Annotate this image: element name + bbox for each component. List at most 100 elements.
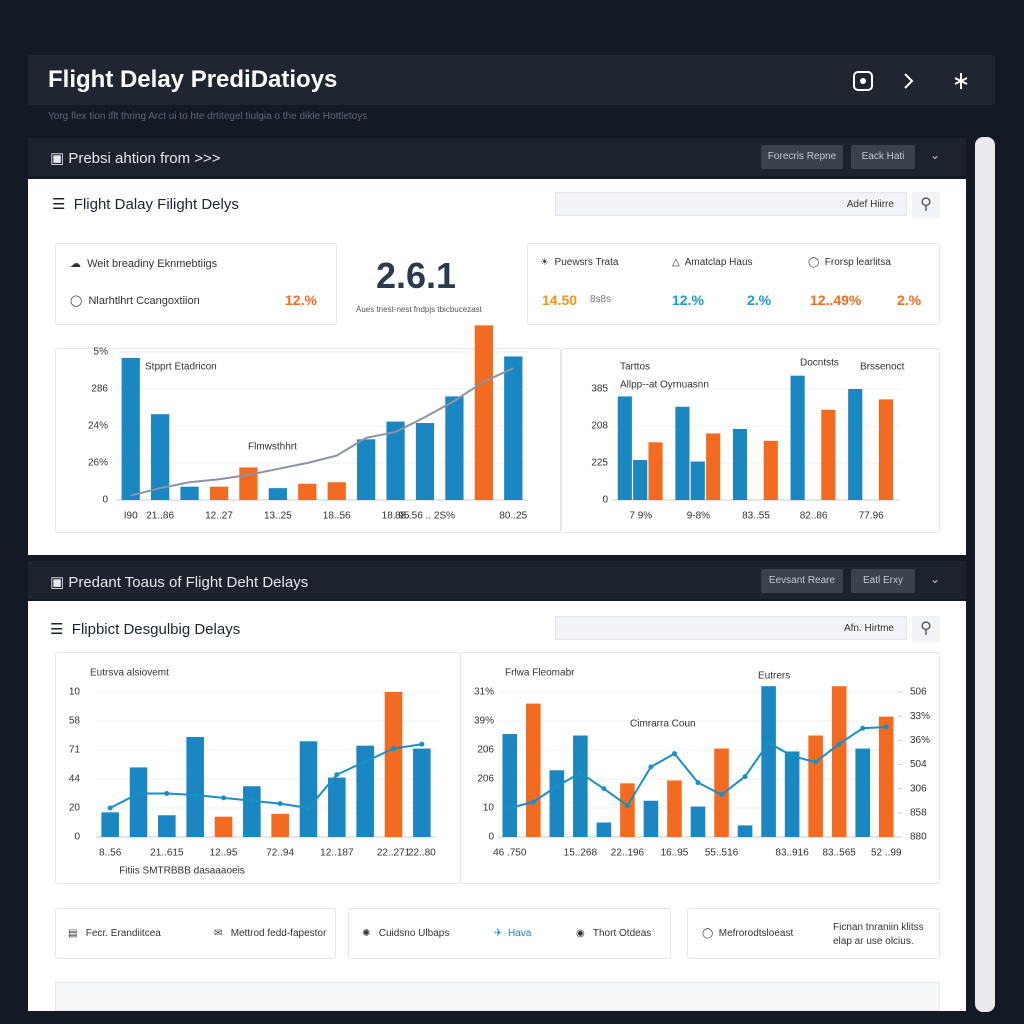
search-box[interactable]: Adef Hiirre — [555, 192, 907, 216]
y2-tick-label: 880 — [910, 832, 927, 843]
bar — [620, 783, 635, 837]
y-tick-label: 225 — [591, 458, 608, 469]
bar — [445, 396, 464, 500]
y-tick-label: 20 — [69, 803, 81, 814]
kpi-card — [527, 243, 940, 325]
kpi-card — [55, 243, 337, 325]
search-icon[interactable]: ⚲ — [912, 192, 940, 218]
bar — [737, 825, 753, 837]
button[interactable]: Eevsant Reare — [761, 569, 843, 593]
annotation: Frlwa Fleomabr — [505, 668, 575, 679]
header-bar — [28, 55, 995, 105]
bar — [357, 439, 376, 500]
card-text-item: Mefrorodtsloeast — [718, 928, 794, 939]
section-title: ▣ Predant Toaus of Flight Deht Delays — [50, 574, 309, 591]
search-icon[interactable]: ⚲ — [912, 616, 940, 642]
scrollbar[interactable] — [975, 137, 995, 1012]
line-marker — [742, 774, 748, 780]
card-text: ✉ Mettrod fedd-fapestor — [214, 928, 327, 939]
bar — [675, 406, 690, 500]
line-marker — [648, 764, 654, 770]
bar — [327, 482, 346, 500]
y-tick-label: 208 — [591, 421, 608, 432]
bar — [808, 735, 823, 837]
section-title: ▣ Prebsi ahtion from >>> — [50, 150, 221, 167]
section-title-text: Prebsi ahtion from >>> — [68, 150, 221, 167]
line — [109, 743, 422, 810]
y2-tick-label: 36% — [910, 735, 930, 746]
card-text: ◉ Thort Otdeas — [576, 928, 652, 939]
kpi-label: ◯ Nlarhtlhrt Ccangoxtiion — [70, 295, 200, 307]
line-marker — [334, 772, 340, 778]
y-tick-label: 0 — [102, 495, 108, 506]
line-marker — [419, 741, 425, 747]
bar — [502, 734, 518, 837]
y-tick-label: 5% — [94, 347, 109, 358]
x-tick-label: 12..187 — [320, 848, 354, 859]
x-tick-label: 83..916 — [775, 848, 809, 859]
bar — [268, 488, 287, 500]
line-marker — [192, 792, 198, 798]
bar — [271, 813, 289, 837]
app-title: Flight Delay PrediDatioys — [48, 66, 338, 93]
line-marker — [391, 746, 396, 752]
bar — [186, 736, 204, 837]
y-tick-label: 0 — [74, 832, 80, 843]
kpi-label: △ Amatclap Haus — [672, 257, 753, 268]
line-marker — [671, 751, 677, 757]
bar — [617, 396, 632, 500]
x-tick-label: 21..615 — [150, 848, 184, 859]
card-text: Ficnan tnraniin klitss elap ar use olciu… — [833, 922, 924, 947]
y-tick-label: 206 — [477, 774, 494, 785]
line-marker — [136, 791, 141, 796]
y-tick-label: 0 — [602, 495, 608, 506]
bar — [384, 692, 403, 837]
bar — [855, 748, 870, 837]
button[interactable]: Eack Hati — [851, 145, 915, 169]
bar — [151, 414, 170, 500]
y2-tick-label: 506 — [910, 687, 927, 698]
info-card[interactable] — [348, 908, 671, 959]
kpi-label: ◯ Frorsp learlitsa — [808, 257, 891, 268]
bottom-panel — [55, 982, 940, 1011]
line-marker — [507, 805, 513, 811]
kpi-label-text: Weit breadiny Eknmebtiigs — [87, 258, 218, 270]
button[interactable]: Eatl Erxy — [851, 569, 915, 593]
kpi-value: 12.% — [672, 292, 704, 308]
x-tick-label: 15..268 — [564, 848, 598, 859]
kpi-value: 2.% — [747, 292, 772, 308]
button[interactable]: Forecris Repne — [761, 145, 843, 169]
card-text-item: Thort Otdeas — [592, 928, 652, 939]
line-marker — [221, 795, 226, 801]
y-tick-label: 31% — [474, 687, 494, 698]
x-tick-label: 18..95 — [382, 511, 410, 522]
line-marker — [624, 803, 630, 809]
bar — [299, 741, 318, 837]
chevron[interactable]: ⌄ — [930, 148, 941, 162]
x-tick-label: 7 9% — [629, 511, 652, 522]
chevron[interactable]: ⌄ — [930, 572, 941, 586]
bar — [831, 686, 847, 837]
bar — [648, 442, 663, 500]
card-text: ✺ Cuidsno Ulbaps — [362, 928, 450, 939]
search-box[interactable]: Afn. Hirtme — [555, 616, 907, 640]
line-marker — [766, 740, 772, 746]
kpi-label-text: Puewsrs Trata — [554, 257, 619, 268]
line — [130, 367, 514, 497]
bar — [180, 486, 199, 500]
line-marker — [362, 759, 368, 765]
line-marker — [277, 801, 283, 807]
toolbar-title: ☰ Flight Dalay Filight Delys — [52, 196, 239, 213]
card-text: ▤ Fecr. Erandiitcea — [68, 928, 161, 939]
info-card[interactable] — [687, 908, 940, 959]
bar — [504, 356, 523, 500]
bar — [763, 440, 778, 500]
info-card[interactable] — [55, 908, 336, 959]
annotation: Eutrers — [758, 671, 790, 682]
x-tick-label: 21..86 — [146, 511, 174, 522]
y-tick-label: 58 — [69, 716, 81, 727]
card-text-item: Fecr. Erandiitcea — [85, 928, 161, 939]
line-marker — [719, 792, 725, 798]
header-icons[interactable] — [850, 68, 980, 94]
